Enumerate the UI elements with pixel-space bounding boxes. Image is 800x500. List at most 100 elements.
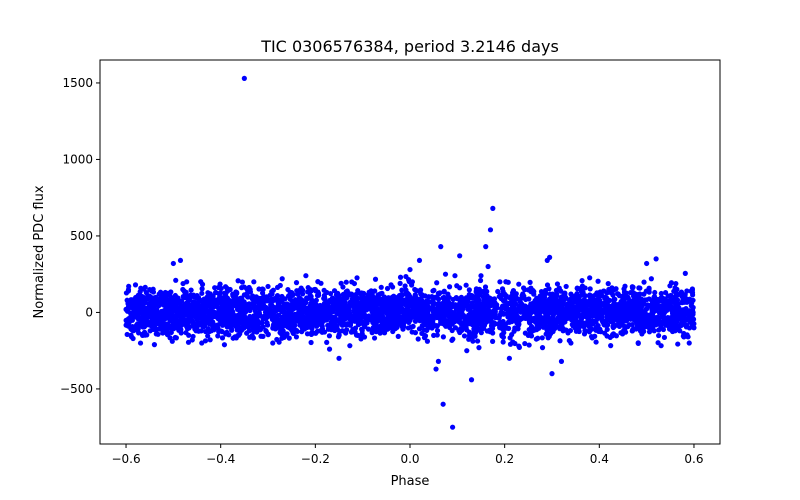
data-point bbox=[184, 324, 191, 330]
data-point bbox=[222, 284, 229, 290]
y-tick-label: −500 bbox=[60, 382, 93, 396]
data-point bbox=[549, 303, 555, 310]
data-point bbox=[130, 313, 136, 319]
data-point bbox=[615, 291, 621, 297]
data-point bbox=[478, 330, 484, 336]
data-point bbox=[605, 310, 611, 316]
data-point bbox=[497, 279, 503, 285]
data-point bbox=[618, 330, 624, 336]
data-point bbox=[673, 281, 679, 287]
data-point bbox=[336, 355, 342, 361]
data-point bbox=[438, 319, 444, 325]
data-point bbox=[194, 310, 200, 316]
data-point bbox=[635, 340, 641, 346]
data-point bbox=[222, 314, 228, 321]
data-point bbox=[565, 330, 571, 336]
data-point bbox=[616, 304, 622, 311]
data-point bbox=[347, 311, 353, 318]
data-point bbox=[258, 333, 264, 339]
data-point bbox=[419, 313, 425, 319]
data-point bbox=[234, 327, 240, 333]
data-point bbox=[367, 299, 373, 306]
data-point bbox=[625, 323, 631, 330]
data-point bbox=[444, 295, 450, 302]
data-point bbox=[686, 340, 692, 346]
data-point bbox=[318, 280, 324, 286]
data-point bbox=[278, 327, 284, 334]
data-point bbox=[641, 279, 647, 285]
data-point bbox=[667, 283, 673, 289]
data-point bbox=[384, 326, 390, 332]
data-point bbox=[140, 332, 146, 338]
data-point bbox=[304, 315, 311, 321]
data-point bbox=[459, 320, 465, 326]
data-point bbox=[337, 328, 343, 335]
data-point bbox=[555, 315, 561, 321]
data-point bbox=[357, 317, 363, 324]
data-point bbox=[258, 320, 264, 326]
data-point bbox=[672, 300, 678, 306]
data-point bbox=[291, 325, 297, 332]
data-point bbox=[279, 304, 285, 310]
data-point bbox=[573, 328, 579, 334]
data-point bbox=[680, 311, 686, 317]
data-point bbox=[344, 327, 350, 333]
data-point bbox=[221, 307, 227, 313]
data-point bbox=[164, 327, 170, 333]
data-point bbox=[490, 330, 496, 336]
data-point bbox=[442, 271, 449, 277]
data-point bbox=[520, 285, 527, 291]
data-point bbox=[239, 285, 245, 291]
data-point bbox=[142, 297, 148, 303]
data-point bbox=[359, 303, 365, 309]
data-point bbox=[601, 322, 607, 328]
data-point bbox=[229, 302, 236, 308]
data-point bbox=[501, 330, 507, 336]
data-point bbox=[669, 310, 676, 317]
data-point bbox=[673, 293, 679, 299]
data-point bbox=[161, 299, 167, 305]
data-point bbox=[265, 283, 271, 290]
data-point bbox=[198, 279, 204, 285]
data-point bbox=[229, 327, 235, 333]
data-point bbox=[668, 292, 674, 299]
data-point bbox=[297, 312, 303, 319]
data-point bbox=[515, 314, 521, 321]
data-point bbox=[188, 287, 194, 293]
data-point bbox=[458, 325, 464, 332]
data-point bbox=[395, 311, 401, 317]
data-point bbox=[607, 297, 613, 304]
data-point bbox=[235, 278, 241, 284]
data-point bbox=[633, 304, 639, 310]
data-point bbox=[407, 300, 413, 306]
data-point bbox=[123, 306, 129, 312]
data-point bbox=[474, 295, 481, 301]
data-point bbox=[519, 315, 525, 321]
data-point bbox=[242, 320, 248, 326]
data-point bbox=[568, 291, 574, 297]
data-point bbox=[575, 313, 581, 319]
data-point bbox=[251, 279, 257, 285]
data-point bbox=[345, 322, 352, 328]
data-point bbox=[594, 290, 600, 296]
data-point bbox=[322, 296, 328, 302]
data-point bbox=[539, 345, 546, 351]
data-point bbox=[476, 345, 482, 351]
data-point bbox=[689, 287, 695, 293]
data-point bbox=[501, 305, 507, 311]
data-point bbox=[549, 310, 555, 316]
data-point bbox=[438, 244, 444, 250]
data-point bbox=[444, 310, 450, 316]
data-point bbox=[440, 334, 446, 340]
data-point bbox=[452, 273, 458, 279]
data-point bbox=[645, 319, 651, 325]
data-point bbox=[244, 286, 250, 292]
data-point bbox=[388, 282, 394, 288]
data-point bbox=[557, 303, 563, 309]
data-point bbox=[184, 279, 190, 285]
data-point bbox=[546, 297, 552, 303]
data-point bbox=[322, 312, 328, 318]
data-point bbox=[221, 342, 228, 348]
data-point bbox=[347, 317, 354, 323]
